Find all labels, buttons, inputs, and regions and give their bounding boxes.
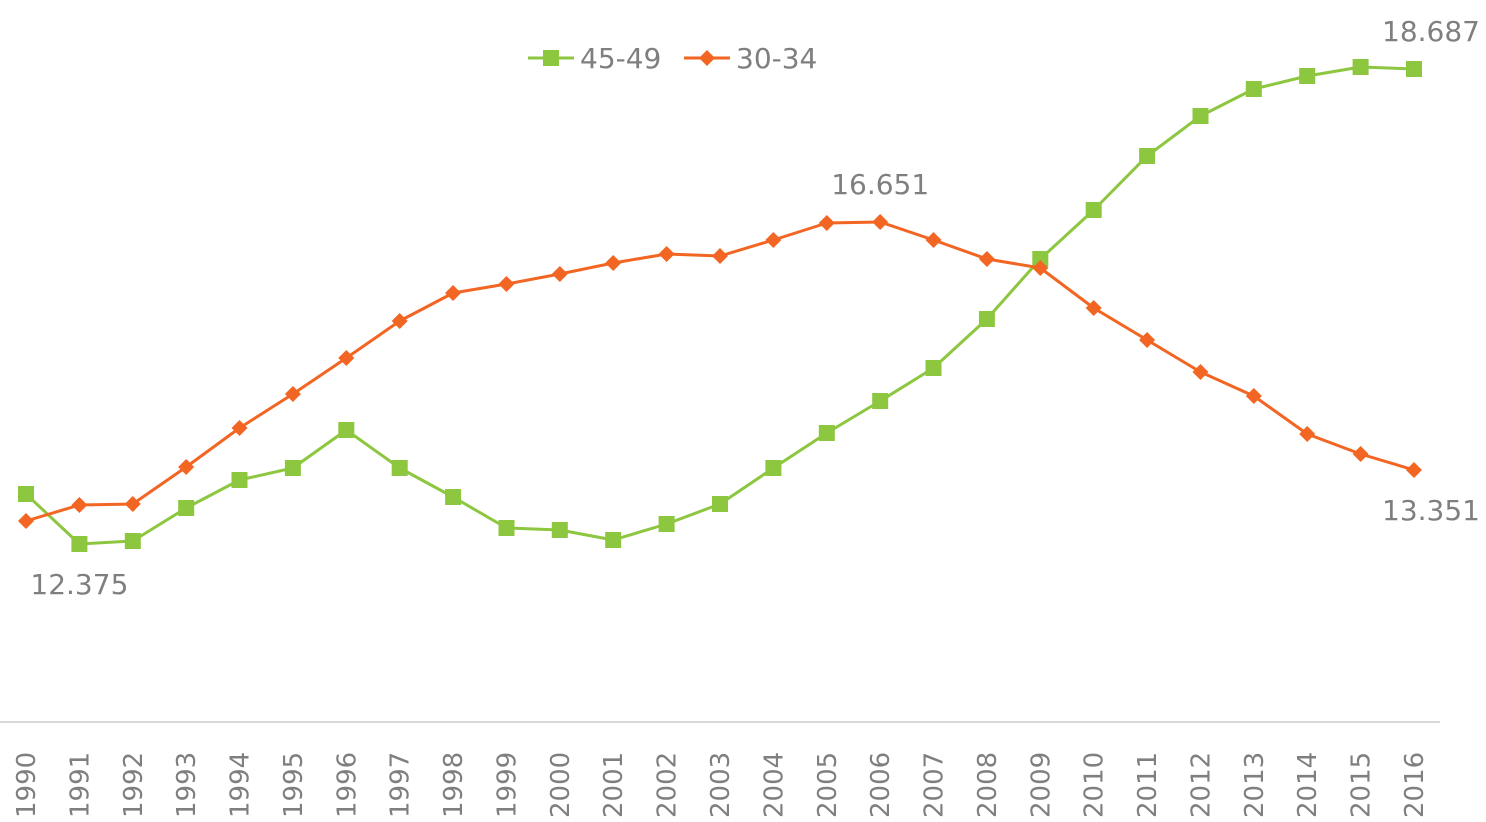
data-point-45-49-2005 bbox=[818, 425, 835, 441]
data-point-45-49-2012 bbox=[1192, 108, 1209, 124]
data-point-45-49-2002 bbox=[658, 516, 675, 532]
data-point-45-49-2010 bbox=[1085, 202, 1102, 218]
x-tick-label-2003: 2003 bbox=[706, 752, 736, 818]
x-tick-label-2008: 2008 bbox=[973, 752, 1003, 818]
data-point-45-49-2007 bbox=[925, 360, 942, 376]
data-point-30-34-1996 bbox=[338, 350, 355, 366]
x-tick-label-2000: 2000 bbox=[546, 752, 576, 818]
x-tick-labels: 1990 1991 1992 1993 1994 1995 1996 1997 1998 1999… bbox=[12, 752, 1430, 818]
data-point-45-49-2001 bbox=[605, 532, 622, 548]
data-label-45-49-2016: 18.687 bbox=[1382, 15, 1480, 48]
data-point-45-49-1997 bbox=[391, 460, 408, 476]
data-point-30-34-1998 bbox=[445, 285, 462, 301]
data-point-45-49-1994 bbox=[231, 472, 248, 488]
x-tick-label-2011: 2011 bbox=[1133, 752, 1163, 818]
x-tick-label-1994: 1994 bbox=[226, 752, 256, 818]
x-tick-label-2013: 2013 bbox=[1240, 752, 1270, 818]
data-label-30-34-2016: 13.351 bbox=[1382, 494, 1480, 527]
data-point-30-34-2006 bbox=[872, 214, 889, 230]
data-point-30-34-1990 bbox=[18, 513, 34, 529]
x-tick-label-2004: 2004 bbox=[759, 752, 789, 818]
data-point-30-34-2013 bbox=[1245, 388, 1262, 404]
data-point-30-34-2014 bbox=[1299, 426, 1316, 442]
x-tick-label-1998: 1998 bbox=[439, 752, 469, 818]
x-tick-label-1991: 1991 bbox=[65, 752, 95, 818]
data-point-45-49-2015 bbox=[1352, 59, 1369, 75]
data-point-45-49-1991 bbox=[71, 536, 88, 552]
legend-label-45-49: 45-49 bbox=[580, 42, 661, 75]
x-tick-label-1992: 1992 bbox=[119, 752, 149, 818]
data-point-30-34-1993 bbox=[178, 459, 195, 475]
data-point-30-34-2000 bbox=[551, 266, 568, 282]
data-point-45-49-1999 bbox=[498, 520, 515, 536]
x-tick-label-1996: 1996 bbox=[332, 752, 362, 818]
data-point-45-49-2011 bbox=[1139, 148, 1156, 164]
data-point-30-34-1992 bbox=[124, 496, 141, 512]
data-point-30-34-2001 bbox=[605, 255, 622, 271]
data-point-45-49-2008 bbox=[978, 311, 995, 327]
data-point-30-34-1997 bbox=[391, 313, 408, 329]
data-point-30-34-2011 bbox=[1139, 332, 1156, 348]
x-tick-label-1990: 1990 bbox=[12, 752, 42, 818]
data-point-30-34-1991 bbox=[71, 497, 88, 513]
data-point-30-34-1999 bbox=[498, 276, 515, 292]
x-tick-label-2014: 2014 bbox=[1293, 752, 1323, 818]
data-point-30-34-2004 bbox=[765, 232, 782, 248]
x-tick-label-2002: 2002 bbox=[653, 752, 683, 818]
data-point-30-34-2015 bbox=[1352, 446, 1369, 462]
data-point-45-49-2004 bbox=[765, 460, 782, 476]
x-tick-label-1995: 1995 bbox=[279, 752, 309, 818]
x-tick-label-2001: 2001 bbox=[599, 752, 629, 818]
data-point-45-49-2003 bbox=[712, 496, 728, 512]
data-point-30-34-1994 bbox=[231, 420, 248, 436]
data-point-30-34-2016 bbox=[1406, 462, 1422, 478]
x-tick-label-1999: 1999 bbox=[493, 752, 523, 818]
x-tick-label-2005: 2005 bbox=[813, 752, 843, 818]
x-tick-label-2006: 2006 bbox=[866, 752, 896, 818]
legend: 45-49 30-34 bbox=[528, 42, 817, 75]
x-tick-label-2007: 2007 bbox=[920, 752, 950, 818]
data-point-45-49-1996 bbox=[338, 422, 355, 438]
data-point-45-49-1998 bbox=[445, 489, 462, 505]
data-point-45-49-2009 bbox=[1032, 251, 1049, 267]
data-point-45-49-1993 bbox=[178, 500, 195, 516]
data-point-45-49-1995 bbox=[284, 460, 301, 476]
data-point-30-34-2007 bbox=[925, 232, 942, 248]
data-point-30-34-2005 bbox=[818, 215, 835, 231]
data-point-30-34-2003 bbox=[712, 248, 728, 264]
data-point-45-49-2014 bbox=[1299, 68, 1316, 84]
data-point-45-49-2000 bbox=[551, 522, 568, 538]
data-point-30-34-1995 bbox=[284, 386, 301, 402]
x-tick-label-2016: 2016 bbox=[1400, 752, 1430, 818]
x-tick-label-1993: 1993 bbox=[172, 752, 202, 818]
x-tick-label-2012: 2012 bbox=[1187, 752, 1217, 818]
data-point-30-34-2002 bbox=[658, 246, 675, 262]
data-point-30-34-2012 bbox=[1192, 364, 1209, 380]
x-tick-label-2010: 2010 bbox=[1080, 752, 1110, 818]
x-tick-label-2015: 2015 bbox=[1347, 752, 1377, 818]
legend-marker-45-49 bbox=[543, 50, 559, 66]
legend-item-45-49: 45-49 bbox=[528, 42, 661, 75]
data-point-45-49-2016 bbox=[1406, 61, 1422, 77]
data-point-30-34-2010 bbox=[1085, 300, 1102, 316]
legend-label-30-34: 30-34 bbox=[736, 42, 817, 75]
series-layer bbox=[18, 59, 1422, 552]
legend-item-30-34: 30-34 bbox=[684, 42, 817, 75]
data-point-45-49-2006 bbox=[872, 393, 889, 409]
data-label-45-49-1991: 12.375 bbox=[30, 568, 128, 601]
data-point-45-49-2013 bbox=[1245, 81, 1262, 97]
legend-marker-30-34 bbox=[699, 50, 715, 66]
data-labels: 12.375 18.687 16.651 13.351 bbox=[30, 15, 1480, 601]
data-point-30-34-2009 bbox=[1032, 260, 1049, 276]
x-tick-label-1997: 1997 bbox=[386, 752, 416, 818]
data-point-45-49-1990 bbox=[18, 486, 34, 502]
data-point-30-34-2008 bbox=[978, 251, 995, 267]
x-tick-label-2009: 2009 bbox=[1026, 752, 1056, 818]
data-label-30-34-2006: 16.651 bbox=[831, 168, 929, 201]
data-point-45-49-1992 bbox=[124, 533, 141, 549]
